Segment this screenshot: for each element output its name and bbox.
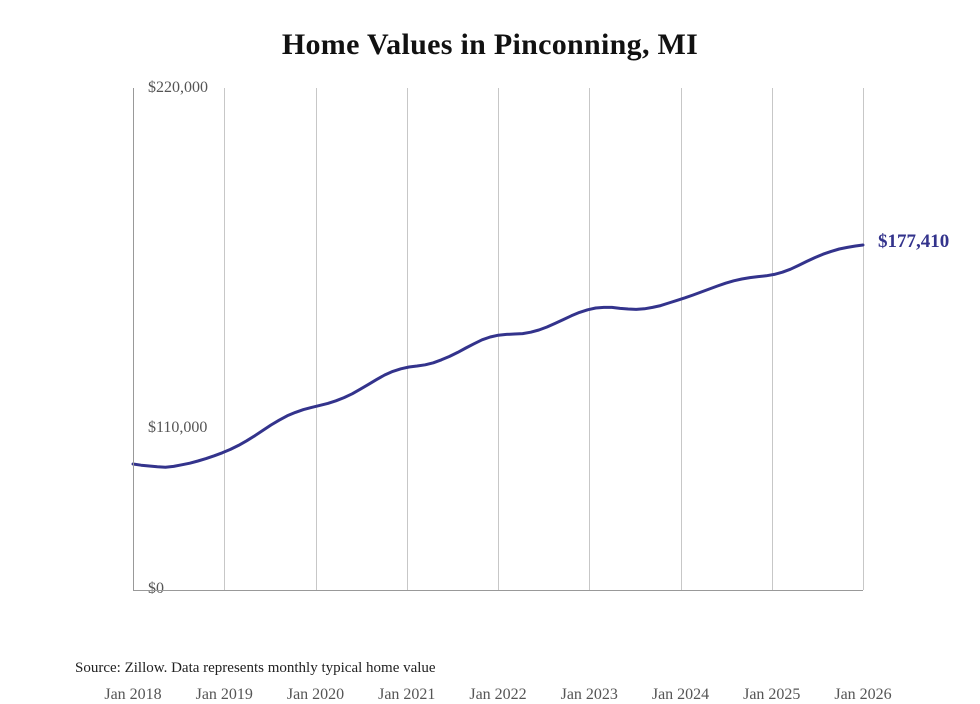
x-tick-jan2026: Jan 2026 (834, 686, 891, 704)
source-caption: Source: Zillow. Data represents monthly … (75, 660, 436, 677)
gridline-jan2026 (863, 88, 864, 590)
home-value-line (133, 88, 863, 590)
y-axis-line (133, 88, 134, 590)
chart-title: Home Values in Pinconning, MI (0, 28, 980, 62)
x-tick-jan2023: Jan 2023 (561, 686, 618, 704)
x-tick-jan2025: Jan 2025 (743, 686, 800, 704)
x-tick-jan2020: Jan 2020 (287, 686, 344, 704)
x-tick-jan2019: Jan 2019 (196, 686, 253, 704)
y-tick-220000: $220,000 (148, 79, 208, 97)
plot-area: $220,000 $110,000 $0 Jan 2018 Jan 2019 J… (133, 88, 863, 590)
y-tick-0: $0 (148, 580, 164, 598)
x-axis-line (133, 590, 863, 591)
x-tick-jan2022: Jan 2022 (469, 686, 526, 704)
y-tick-110000: $110,000 (148, 419, 207, 437)
x-tick-jan2021: Jan 2021 (378, 686, 435, 704)
x-tick-jan2024: Jan 2024 (652, 686, 709, 704)
x-tick-jan2018: Jan 2018 (104, 686, 161, 704)
end-value-label: $177,410 (878, 231, 949, 253)
chart-container: Home Values in Pinconning, MI $220,000 $… (0, 0, 980, 699)
